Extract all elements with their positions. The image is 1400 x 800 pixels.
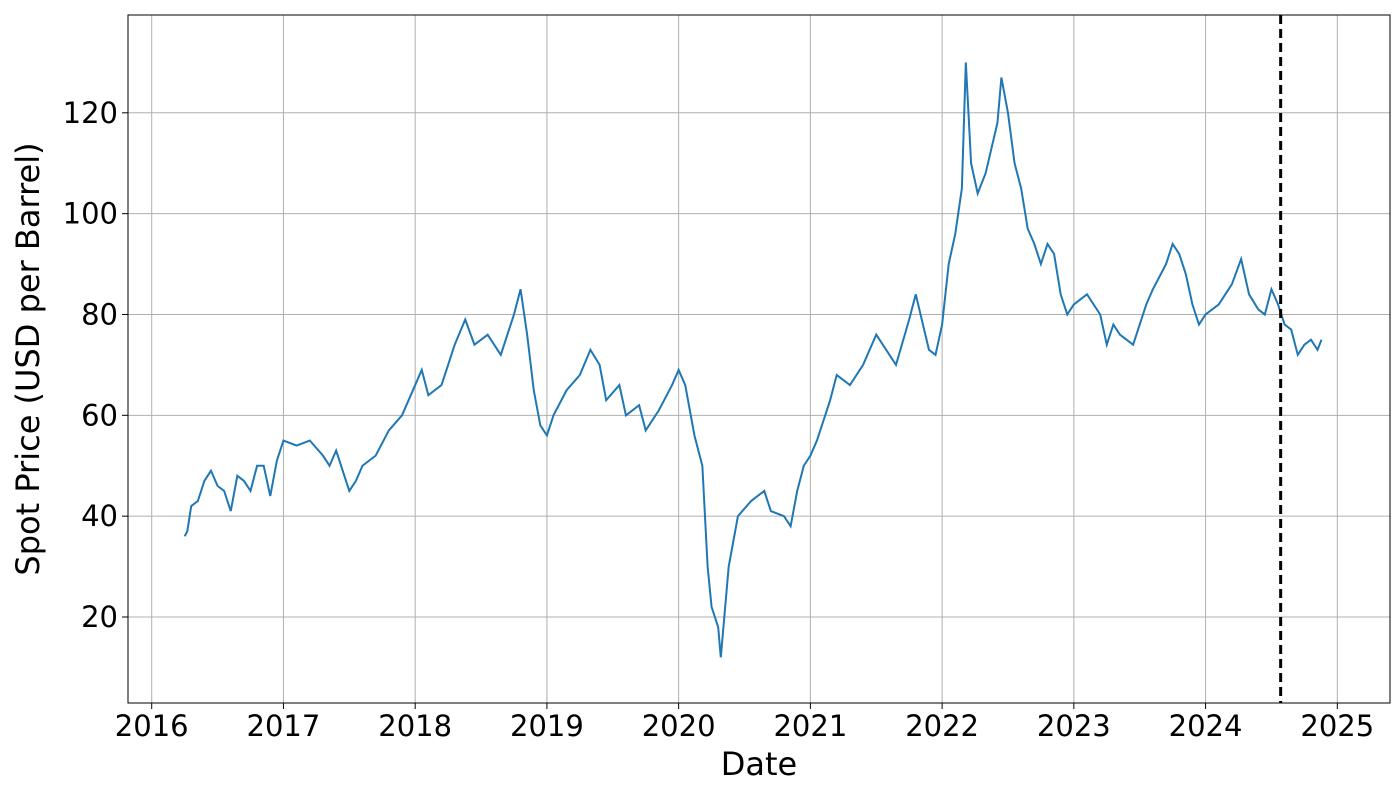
x-tick-label: 2024	[1169, 709, 1243, 743]
x-tick-label: 2025	[1300, 709, 1374, 743]
y-tick-label: 120	[63, 96, 118, 130]
y-tick-label: 60	[81, 398, 118, 432]
x-tick-label: 2022	[905, 709, 979, 743]
price-line	[183, 62, 1323, 658]
x-tick-label: 2021	[773, 709, 847, 743]
y-tick-label: 40	[81, 499, 118, 533]
x-tick-label: 2018	[378, 709, 452, 743]
x-tick-label: 2019	[510, 709, 584, 743]
plot-frame	[127, 14, 1391, 704]
y-tick-label: 100	[63, 197, 118, 231]
y-axis-label: Spot Price (USD per Barrel)	[9, 142, 47, 575]
x-tick-label: 2017	[247, 709, 321, 743]
y-tick-label: 80	[81, 297, 118, 331]
x-tick-label: 2020	[642, 709, 716, 743]
x-tick-label: 2023	[1037, 709, 1111, 743]
x-tick-label: 2016	[115, 709, 189, 743]
y-tick-label: 20	[81, 600, 118, 634]
x-axis-label: Date	[721, 745, 797, 783]
